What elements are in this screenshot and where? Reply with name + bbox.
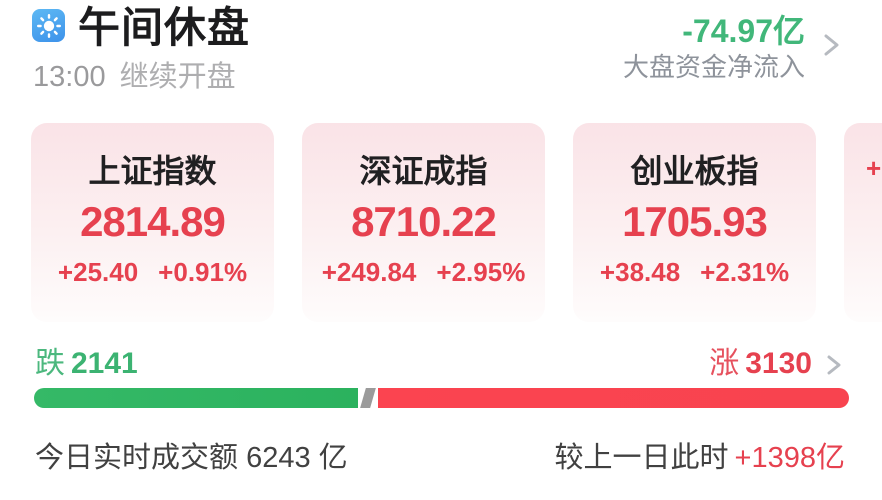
turnover-today-value: 6243: [246, 442, 311, 474]
index-value: 1705.93: [622, 198, 768, 245]
decliners-count: 跌 2141: [35, 347, 138, 381]
advancers-count[interactable]: 涨 3130: [709, 347, 812, 381]
breadth-bar: [34, 388, 849, 408]
index-card-partial[interactable]: +: [844, 123, 882, 322]
index-change-pct: +0.91%: [158, 257, 248, 287]
page-title: 午间休盘: [78, 4, 251, 51]
index-change-row: +: [844, 153, 882, 183]
advancers-number: 3130: [745, 347, 812, 380]
turnover-compare: 较上一日此时 +1398亿: [555, 441, 845, 475]
chevron-right-icon[interactable]: [818, 28, 844, 67]
reopen-note: 继续开盘: [119, 61, 236, 93]
advancers-label: 涨: [709, 347, 740, 380]
bar-divider-slash: [360, 388, 377, 408]
turnover-compare-label: 较上一日此时: [554, 442, 729, 474]
bar-divider: [358, 388, 378, 408]
index-change: +: [866, 153, 882, 183]
decliners-bar: [34, 388, 359, 408]
index-value: 2814.89: [80, 198, 226, 245]
turnover-compare-value: +1398亿: [734, 442, 845, 474]
net-inflow-value: -74.97亿: [682, 13, 805, 49]
index-change-pct: +2.95%: [436, 257, 526, 287]
index-value: 8710.22: [351, 198, 497, 245]
reopen-time: 13:00: [33, 61, 106, 93]
sun-icon: [32, 9, 65, 42]
decliners-label: 跌: [35, 347, 65, 380]
advancers-bar: [378, 388, 849, 408]
turnover-today: 今日实时成交额 6243 亿: [35, 441, 348, 475]
index-card-shenzhen[interactable]: 深证成指 8710.22 +249.84 +2.95%: [302, 123, 545, 322]
index-name: 上证指数: [88, 153, 217, 189]
net-inflow-label: 大盘资金净流入: [622, 52, 805, 82]
index-change-pct: +2.31%: [700, 257, 790, 287]
turnover-today-label: 今日实时成交额: [35, 442, 239, 474]
session-subtitle: 13:00 继续开盘: [33, 61, 236, 93]
net-inflow-block[interactable]: -74.97亿 大盘资金净流入: [623, 12, 805, 82]
index-change-row: +249.84 +2.95%: [302, 257, 545, 287]
index-change: +249.84: [321, 257, 417, 287]
decliners-number: 2141: [71, 347, 138, 380]
chevron-right-icon[interactable]: [822, 350, 846, 385]
turnover-today-unit: 亿: [318, 442, 348, 474]
index-name: 创业板指: [630, 153, 759, 189]
index-change-row: +38.48 +2.31%: [573, 257, 816, 287]
index-card-shanghai[interactable]: 上证指数 2814.89 +25.40 +0.91%: [31, 123, 274, 322]
index-change: +38.48: [599, 257, 681, 287]
index-change: +25.40: [57, 257, 139, 287]
index-card-chinext[interactable]: 创业板指 1705.93 +38.48 +2.31%: [573, 123, 816, 322]
index-change-row: +25.40 +0.91%: [31, 257, 274, 287]
index-name: 深证成指: [359, 153, 488, 189]
